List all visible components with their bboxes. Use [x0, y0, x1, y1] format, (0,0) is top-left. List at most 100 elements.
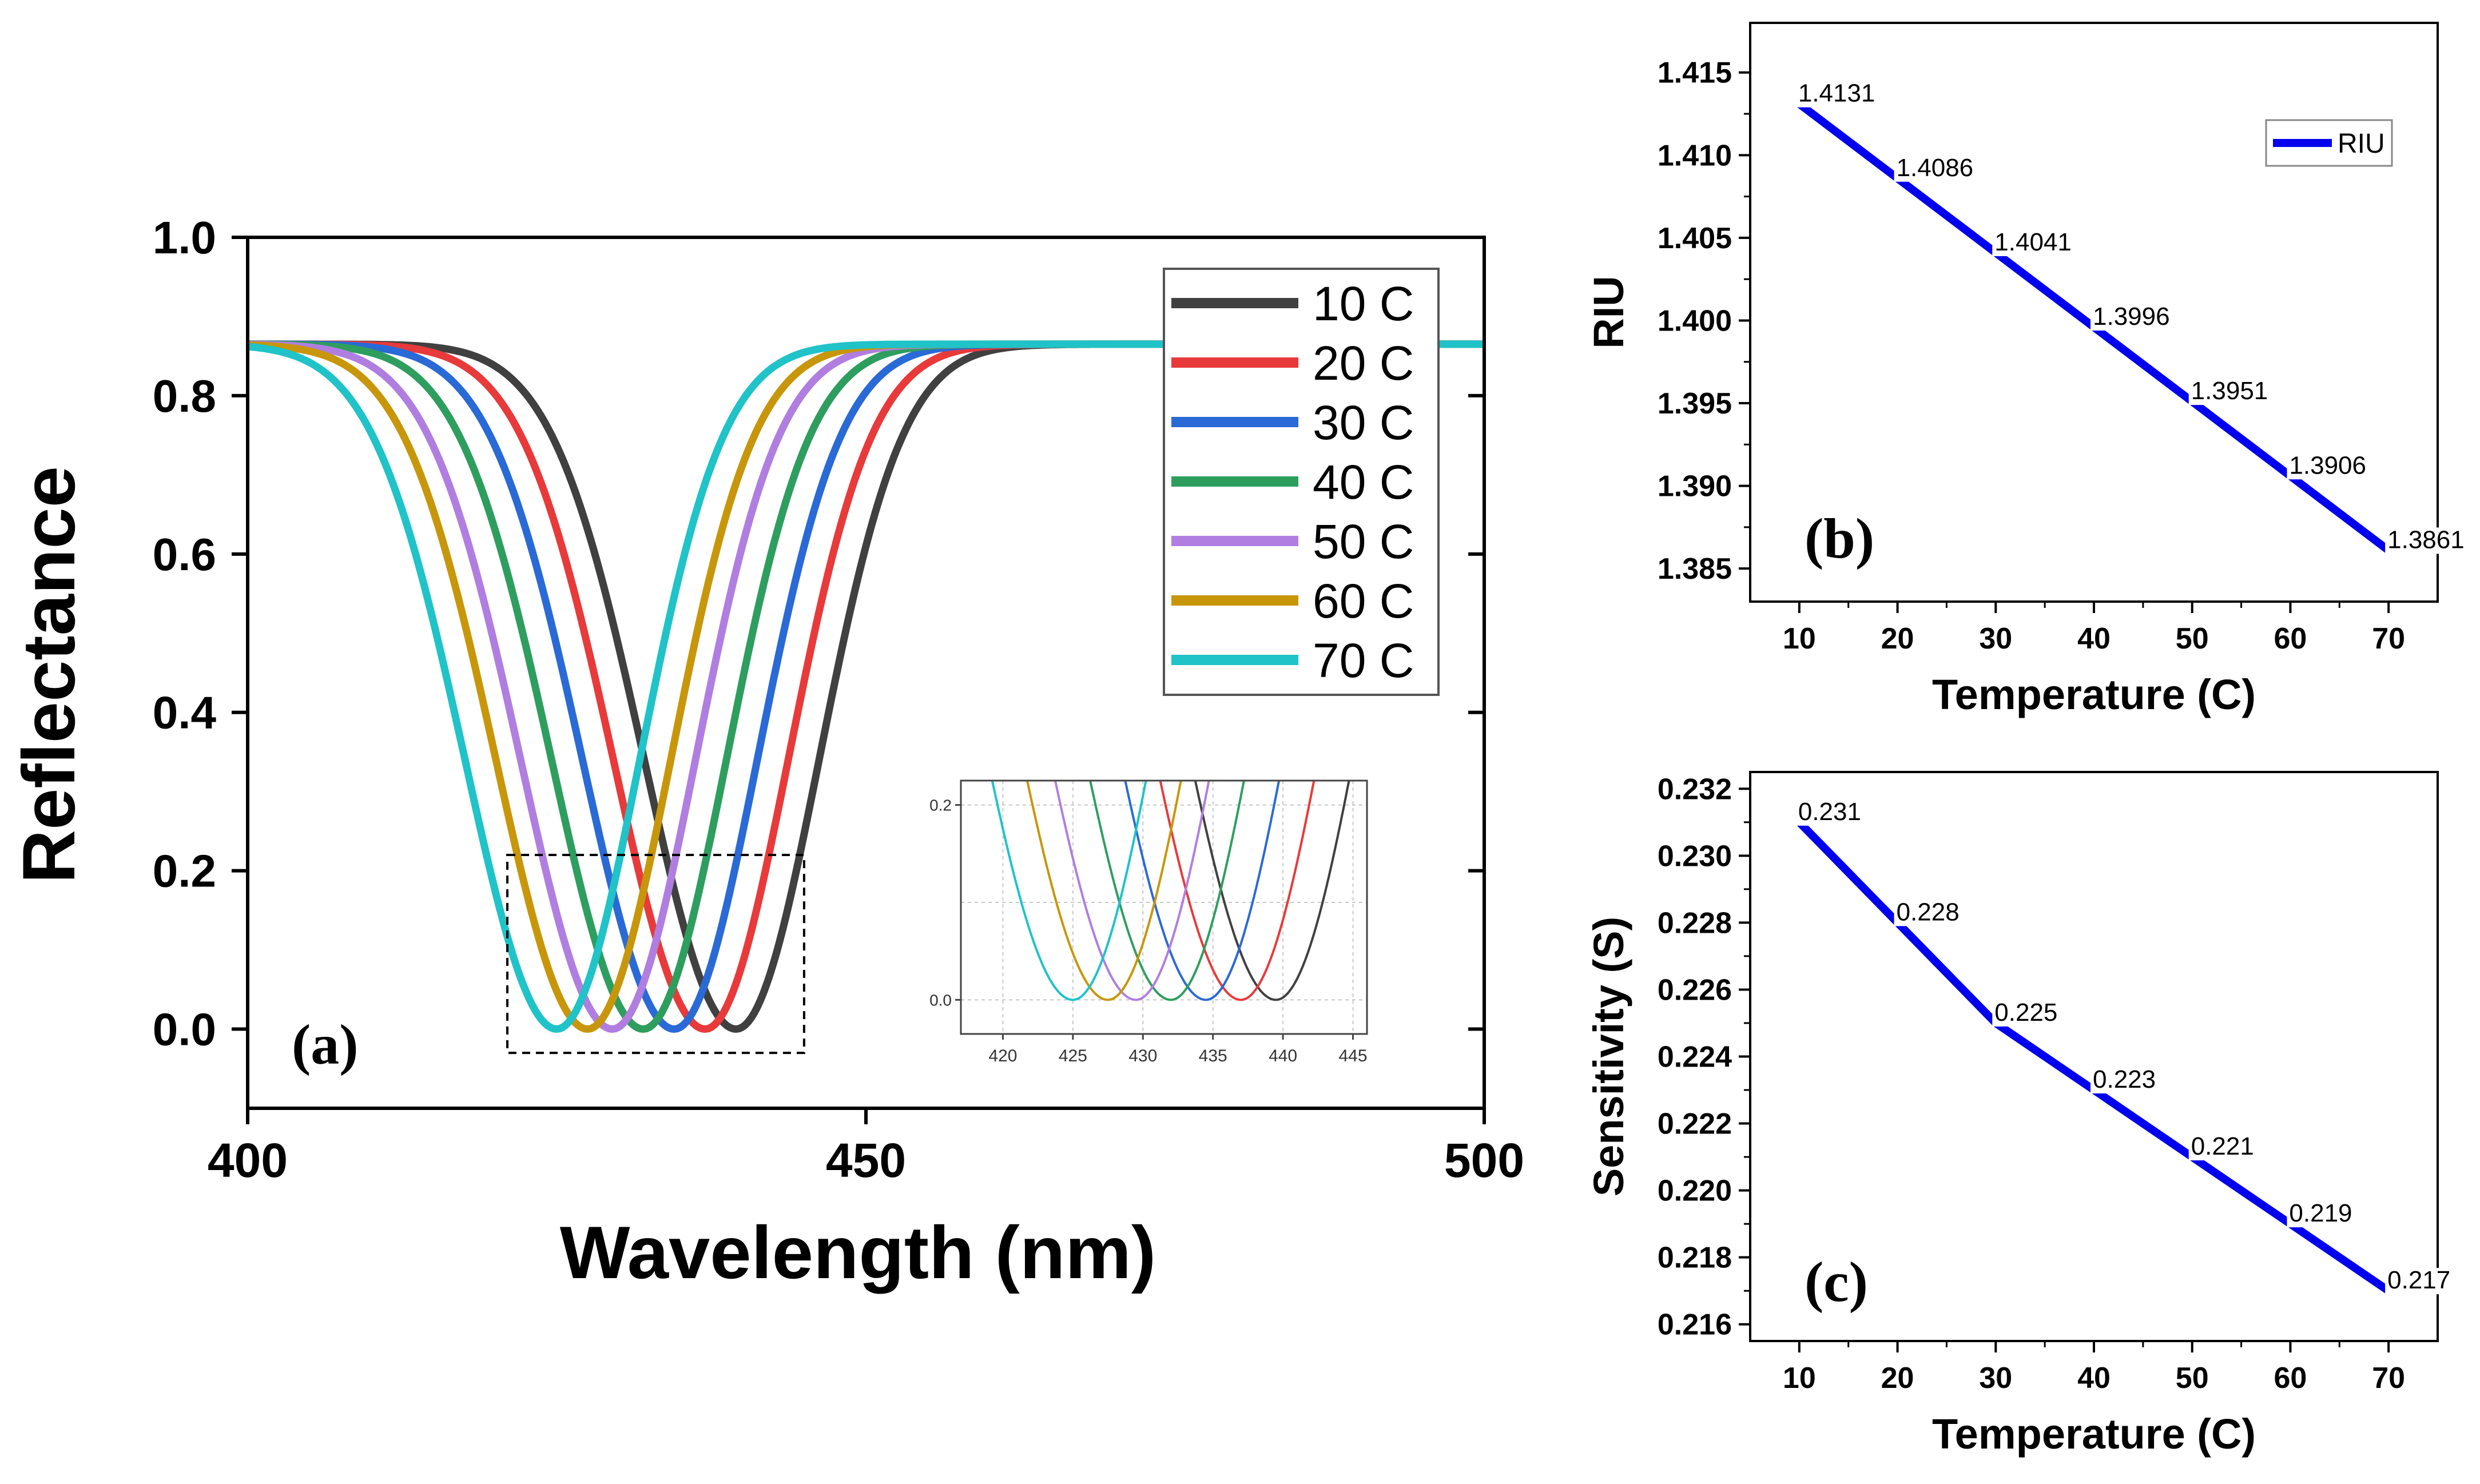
x-axis-title: Temperature (C): [1932, 671, 2256, 718]
inset-background: [961, 781, 1367, 1034]
y-tick-label: 1.415: [1658, 57, 1732, 90]
x-tick-label: 30: [1979, 1362, 2012, 1395]
inset-series-line: [1194, 781, 1350, 1001]
x-tick-label: 10: [1783, 1362, 1816, 1395]
panel-label: (a): [292, 1013, 359, 1076]
x-tick-label: 60: [2274, 1362, 2307, 1395]
y-tick-label: 0.226: [1658, 973, 1732, 1006]
inset-y-tick-label: 0.2: [929, 797, 952, 814]
panel-label: (b): [1805, 507, 1874, 570]
x-tick-label: 30: [1979, 622, 2012, 655]
y-tick-label: 0.6: [153, 529, 216, 580]
inset-series-line: [1054, 781, 1210, 1001]
data-label-bg: [2287, 453, 2374, 480]
data-label-bg: [2090, 304, 2177, 331]
data-label: 0.217: [2387, 1266, 2450, 1294]
y-tick-label: 0.222: [1658, 1108, 1732, 1141]
x-tick-label: 500: [1444, 1133, 1524, 1187]
y-tick-label: 1.385: [1658, 552, 1732, 586]
x-tick-label: 450: [826, 1133, 906, 1187]
y-tick-label: 1.0: [153, 212, 216, 263]
panel-a-series: [247, 340, 1485, 1033]
inset-series-line: [991, 781, 1147, 1001]
legend-label: 20 C: [1313, 336, 1414, 390]
x-tick-label: 70: [2372, 622, 2405, 655]
data-label: 1.3951: [2191, 377, 2268, 405]
inset-x-tick-label: 430: [1128, 1047, 1157, 1065]
y-tick-label: 1.405: [1658, 222, 1732, 255]
panel-b: 1.385 1.390 1.395 1.400 1.405 1.410 1.415 10 20 3…: [1585, 22, 2473, 718]
y-tick-label: 0.228: [1658, 906, 1732, 940]
data-label: 1.4041: [1994, 228, 2072, 256]
data-label: 0.221: [2191, 1132, 2254, 1160]
data-label: 0.219: [2289, 1199, 2352, 1227]
inset-series-line: [1089, 781, 1245, 1001]
legend: RIU: [2265, 119, 2393, 167]
data-label: 0.225: [1994, 998, 2057, 1027]
panel-c-series: 0.231 0.228 0.225 0.223 0.221 0.219 0.217: [1795, 798, 2459, 1295]
y-tick-label: 1.395: [1658, 387, 1732, 420]
data-label: 1.4131: [1798, 79, 1875, 108]
y-tick-label: 0.232: [1658, 773, 1732, 806]
legend-label: 50 C: [1313, 515, 1414, 568]
inset-chart: 420 425 430 435 440 445 0.0 0.2: [929, 779, 1368, 1065]
inset-x-tick-label: 445: [1338, 1047, 1367, 1065]
inset-x-tick-label: 435: [1199, 1047, 1227, 1065]
y-tick-label: 0.218: [1658, 1242, 1732, 1275]
y-tick-label: 0.230: [1658, 840, 1732, 873]
x-axis-title: Wavelength (nm): [560, 1211, 1156, 1294]
y-axis-title: Reflectance: [7, 466, 90, 884]
data-label: 0.231: [1798, 798, 1861, 826]
inset-series-line: [1124, 781, 1281, 1001]
inset-series-line: [1026, 781, 1182, 1001]
x-axis-title: Temperature (C): [1932, 1410, 2256, 1458]
legend-label: 30 C: [1313, 396, 1414, 449]
data-label: 0.228: [1897, 898, 1960, 926]
inset-frame: [960, 779, 1368, 1035]
legend-label: 10 C: [1313, 277, 1414, 331]
data-label: 1.3996: [2093, 303, 2170, 331]
legend: 10 C20 C 30 C 40 C 50 C 60 C 70 C: [1163, 268, 1440, 696]
data-label-bg: [1992, 1000, 2066, 1027]
x-tick-label: 50: [2176, 1362, 2209, 1395]
panel-b-series: 1.4131 1.4086 1.4041 1.3996 1.3951 1.3906 1.38…: [1795, 79, 2473, 554]
y-tick-label: 0.224: [1658, 1041, 1732, 1074]
x-tick-label: 40: [2077, 1362, 2111, 1395]
panel-label: (c): [1805, 1250, 1868, 1314]
x-tick-label: 20: [1881, 1362, 1914, 1395]
x-tick-label: 10: [1783, 622, 1816, 655]
y-axis-title: RIU: [1585, 276, 1632, 348]
data-label-bg: [2385, 527, 2473, 554]
inset-x-tick-label: 440: [1269, 1047, 1297, 1065]
y-tick-label: 0.4: [153, 687, 217, 738]
data-label-bg: [1992, 229, 2080, 256]
data-label: 0.223: [2093, 1065, 2156, 1093]
y-tick-label: 0.220: [1658, 1175, 1732, 1208]
y-tick-label: 0.216: [1658, 1308, 1732, 1342]
inset-x-tick-label: 420: [988, 1047, 1017, 1065]
data-label-bg: [1894, 155, 1981, 182]
inset-x-tick-label: 425: [1059, 1047, 1087, 1065]
legend-label: 60 C: [1313, 574, 1414, 628]
data-label-bg: [1795, 81, 1883, 108]
data-label-bg: [1795, 799, 1869, 826]
data-label-bg: [1894, 900, 1968, 926]
data-label: 1.4086: [1897, 154, 1974, 182]
y-tick-label: 0.8: [153, 371, 216, 421]
data-label-bg: [2090, 1067, 2164, 1094]
data-label-bg: [2287, 1201, 2360, 1228]
y-tick-label: 1.410: [1658, 139, 1732, 172]
y-tick-label: 0.2: [153, 846, 216, 897]
y-tick-label: 0.0: [153, 1004, 216, 1055]
data-label: 1.3906: [2289, 451, 2366, 479]
y-axis-title: Sensitivity (S): [1585, 917, 1632, 1196]
inset-series: [991, 781, 1350, 1001]
legend-label: 40 C: [1313, 455, 1414, 509]
x-tick-label: 70: [2372, 1362, 2405, 1395]
x-tick-label: 50: [2176, 622, 2209, 655]
data-label-bg: [2385, 1268, 2459, 1295]
legend-label: RIU: [2338, 129, 2385, 159]
inset-y-tick-label: 0.0: [929, 991, 952, 1009]
legend-label: 70 C: [1313, 634, 1414, 687]
